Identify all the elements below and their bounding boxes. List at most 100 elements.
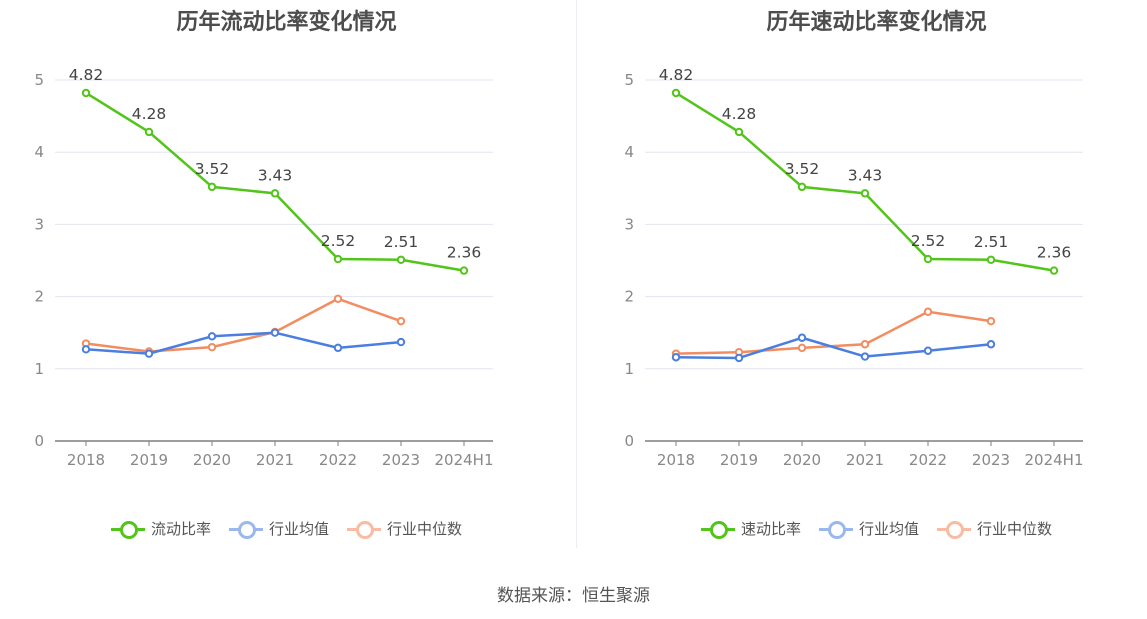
legend-item-main[interactable]: 速动比率 [700,518,801,539]
data-source-note: 数据来源：恒生聚源 [497,586,650,606]
data-point [671,88,681,98]
y-tick-label: 5 [624,71,634,89]
legend-item-industry-average[interactable]: 行业均值 [818,518,919,539]
data-point [396,255,406,264]
data-point [459,266,469,275]
y-tick-label: 1 [624,360,634,378]
data-point [923,307,933,316]
y-tick-label: 5 [34,71,44,89]
legend-label: 速动比率 [740,520,801,538]
series-line [85,297,402,353]
data-point [207,332,217,341]
quick-ratio-chart: 历年速动比率变化情况 0 1 2 3 4 5 2018 2019 2020 2021 2022 202… [590,0,1147,560]
x-tick-label: 2018 [67,451,105,469]
data-point [396,316,406,326]
legend-item-industry-average[interactable]: 行业均值 [228,518,329,539]
data-label: 3.52 [195,160,230,178]
legend-label: 流动比率 [150,520,211,538]
data-point [986,255,996,264]
legend-item-industry-median[interactable]: 行业中位数 [347,518,462,539]
data-label: 4.28 [132,105,167,123]
legend-label: 行业中位数 [977,520,1053,538]
legend-item-main[interactable]: 流动比率 [110,518,211,539]
data-label: 2.52 [911,232,946,250]
data-point [860,340,870,349]
series-line [675,336,992,360]
data-label: 2.36 [447,244,482,262]
data-point [734,127,744,137]
data-point [144,127,154,137]
x-tick-label: 2019 [720,451,758,469]
data-label: 4.82 [69,66,104,84]
data-label: 2.36 [1037,244,1072,262]
data-point [396,337,406,347]
legend-line-icon [700,519,735,539]
legend-line-icon [228,519,263,539]
x-tick-label: 2018 [657,451,695,469]
x-tick-label: 2021 [846,451,884,469]
data-point [333,254,343,264]
data-point [671,353,681,362]
data-point [333,343,343,353]
data-point [860,189,870,198]
y-tick-label: 4 [34,143,44,161]
data-point [270,189,280,198]
data-point [207,182,217,192]
chart-plot: 0 1 2 3 4 5 2018 2019 2020 2021 2022 2023 2024H1 4.82… [624,66,1084,469]
legend-line-icon [347,519,381,539]
data-label: 2.52 [321,232,356,250]
data-label: 2.51 [384,233,419,251]
data-label: 2.51 [974,233,1009,251]
legend-line-icon [937,519,971,539]
data-point [923,254,933,264]
data-label: 4.82 [659,66,694,84]
data-point [1049,266,1059,275]
legend-item-industry-median[interactable]: 行业中位数 [937,518,1052,539]
data-point [797,182,807,192]
y-tick-label: 0 [624,432,634,450]
x-tick-label: 2021 [256,451,294,469]
y-tick-label: 1 [34,360,44,378]
y-tick-label: 2 [624,288,634,306]
data-label: 3.43 [848,166,883,184]
x-tick-label: 2019 [130,451,168,469]
data-label: 4.28 [722,105,757,123]
legend-label: 行业均值 [268,520,329,538]
data-point [797,333,807,342]
x-tick-label: 2022 [319,451,357,469]
data-point [797,343,807,353]
chart-title: 历年速动比率变化情况 [766,10,987,35]
data-point [333,294,343,303]
panel-divider [576,0,577,548]
legend-line-icon [818,519,853,539]
x-tick-label: 2023 [382,451,420,469]
current-ratio-chart: 历年流动比率变化情况 0 1 2 3 4 5 2018 2019 2020 2021 2022 202… [0,0,573,560]
data-label: 3.52 [785,160,820,178]
chart-legend: 流动比率 行业均值 行业中位数 [0,518,573,539]
data-label: 3.43 [258,166,293,184]
x-tick-label: 2024H1 [435,451,494,469]
data-point [81,345,91,354]
chart-plot: 0 1 2 3 4 5 2018 2019 2020 2021 2022 2023 2024H1 4.82… [34,66,494,469]
data-point [860,352,870,361]
data-point [270,328,280,337]
x-tick-label: 2022 [909,451,947,469]
series-line [85,331,402,355]
y-tick-label: 3 [34,215,44,233]
data-point [734,353,744,363]
data-point [923,346,933,355]
legend-label: 行业均值 [858,520,919,538]
y-tick-label: 3 [624,215,634,233]
x-tick-label: 2020 [783,451,821,469]
chart-title: 历年流动比率变化情况 [176,10,397,35]
legend-label: 行业中位数 [387,520,463,538]
x-tick-label: 2020 [193,451,231,469]
data-point [986,316,996,326]
y-tick-label: 0 [34,432,44,450]
data-point [144,349,154,358]
legend-line-icon [110,519,145,539]
data-point [986,340,996,349]
x-tick-label: 2024H1 [1025,451,1084,469]
chart-legend: 速动比率 行业均值 行业中位数 [590,518,1147,539]
data-point [81,88,91,98]
